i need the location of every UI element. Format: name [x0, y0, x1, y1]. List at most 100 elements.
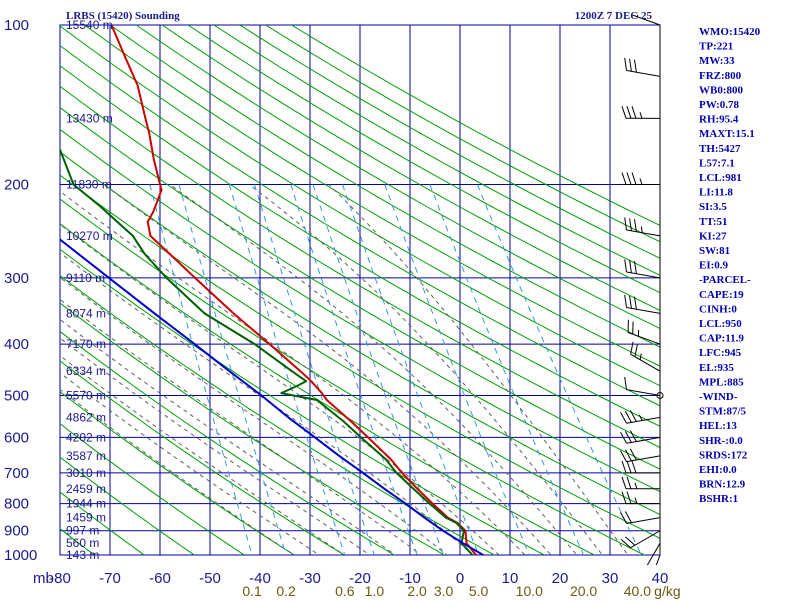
wind-barb-flag	[625, 58, 627, 71]
wind-barb-staff	[631, 531, 660, 548]
wind-barb-flag	[632, 461, 636, 473]
height-label: 143 m	[66, 548, 99, 562]
dry-adiabat-line	[59, 25, 800, 566]
mixing-ratio-line	[430, 185, 589, 567]
stat-line: WMO:15420	[699, 26, 761, 38]
stat-line: WB0:800	[699, 84, 744, 96]
temperature-tick-label: -30	[299, 570, 321, 587]
wind-barb-flag	[632, 173, 636, 185]
wind-barb	[621, 449, 661, 462]
wind-barb	[631, 543, 660, 572]
stat-line: STM:87/5	[699, 406, 747, 418]
height-label: 11830 m	[66, 178, 112, 192]
chart-datetime: 1200Z 7 DEC 25	[575, 10, 653, 22]
temperature-tick-label: -50	[199, 570, 221, 587]
wind-barb-flag	[622, 477, 626, 489]
height-label: 13430 m	[66, 111, 113, 125]
wind-barb-half-flag	[635, 483, 637, 489]
stat-line: -WIND-	[699, 391, 738, 403]
wind-barb-flag	[630, 59, 632, 72]
stat-line: LCL:981	[699, 172, 742, 184]
wind-barb-flag	[635, 60, 637, 72]
pressure-tick-label: 800	[4, 496, 29, 513]
mixing-ratio-line	[313, 185, 448, 567]
mixing-ratio-line	[229, 185, 348, 567]
mixing-ratio-label: 1.0	[365, 583, 385, 599]
temperature-tick-label: 30	[602, 570, 619, 587]
wind-barb	[622, 477, 660, 489]
wind-barb-flag	[630, 218, 632, 231]
mixing-ratio-label: 10.0	[516, 583, 543, 599]
wind-barb	[625, 295, 660, 313]
stat-line: TH:5427	[699, 143, 741, 155]
stat-line: RH:95.4	[699, 114, 739, 126]
moist-adiabat-line	[0, 185, 386, 567]
pressure-unit-label: mb	[33, 570, 54, 587]
wind-barb	[622, 492, 660, 504]
pressure-tick-label: 100	[4, 17, 29, 34]
dry-adiabat-line	[0, 25, 8, 566]
height-label: 7170 m	[66, 337, 106, 351]
stat-line: SRDS:172	[699, 449, 748, 461]
stat-line: SW:81	[699, 245, 730, 257]
mixing-ratio-label: 0.6	[335, 583, 355, 599]
mixing-ratio-label: 0.1	[242, 583, 262, 599]
height-label: 6334 m	[66, 364, 106, 378]
wind-barb-flag	[630, 260, 632, 273]
wind-barb	[621, 410, 661, 423]
wind-barb-flag	[625, 377, 627, 390]
stat-line: TT:51	[699, 216, 728, 228]
pressure-tick-label: 900	[4, 523, 29, 540]
wind-barb-half-flag	[640, 112, 642, 118]
wind-barb-flag	[625, 295, 627, 308]
pressure-tick-label: 400	[4, 336, 29, 353]
stat-line: PW:0.78	[699, 99, 740, 111]
stat-line: CAPE:19	[699, 289, 744, 301]
stat-line: L57:7.1	[699, 157, 735, 169]
stat-line: BRN:12.9	[699, 479, 746, 491]
axis-labels: 1002003004005006007008009001000-80-70-60…	[4, 17, 681, 599]
stat-line: EI:0.9	[699, 260, 729, 272]
stat-line: SI:3.5	[699, 201, 727, 213]
wind-barb	[621, 431, 661, 444]
stat-line: LFC:945	[699, 347, 742, 359]
wind-barb	[625, 377, 660, 395]
height-label: 8074 m	[66, 306, 106, 320]
wind-barb-staff	[627, 71, 661, 77]
wind-barb-staff	[627, 518, 661, 524]
dry-adiabat-line	[0, 25, 414, 566]
height-label: 2459 m	[66, 482, 106, 496]
wind-barb-flag	[627, 492, 631, 504]
stat-line: MAXT:15.1	[699, 128, 755, 140]
temperature-tick-label: -60	[149, 570, 171, 587]
wind-barb-flag	[622, 461, 626, 473]
wind-barb-flag	[630, 431, 636, 442]
wind-barb-flag	[627, 106, 631, 118]
moist-adiabat-line	[329, 185, 636, 567]
height-label: 1459 m	[66, 511, 106, 525]
pressure-tick-label: 700	[4, 465, 29, 482]
height-label: 5570 m	[66, 388, 106, 402]
stat-line: TP:221	[699, 41, 733, 53]
pressure-tick-label: 600	[4, 429, 29, 446]
wind-barb-flag	[625, 450, 631, 461]
height-label: 4862 m	[66, 410, 106, 424]
stats-panel: WMO:15420TP:221MW:33FRZ:800WB0:800PW:0.7…	[699, 26, 761, 505]
stat-line: -PARCEL-	[699, 274, 751, 286]
wind-barb-staff	[627, 230, 661, 236]
wind-barb-flag	[621, 412, 627, 423]
pressure-tick-label: 500	[4, 387, 29, 404]
wind-barb-flag	[622, 106, 626, 118]
wind-barb-flag	[625, 512, 631, 523]
stat-line: CAP:11.9	[699, 333, 744, 345]
mixing-ratio-label: 5.0	[469, 583, 489, 599]
moist-adiabat-line	[0, 185, 336, 567]
stat-line: LCL:950	[699, 318, 742, 330]
wind-barb-half-flag	[640, 179, 642, 185]
stat-line: LI:11.8	[699, 187, 733, 199]
wind-barb-half-flag	[640, 566, 646, 567]
dry-adiabat-line	[0, 25, 800, 566]
wind-barb	[625, 260, 660, 278]
stat-line: BSHR:1	[699, 493, 738, 505]
pressure-tick-label: 300	[4, 270, 29, 287]
